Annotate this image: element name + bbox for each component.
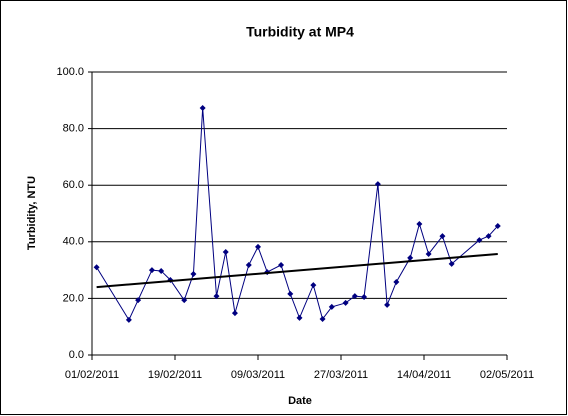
data-point	[245, 262, 252, 269]
x-tick-label: 02/05/2011	[480, 369, 534, 381]
data-point	[296, 314, 303, 321]
data-point	[222, 248, 229, 255]
data-point	[199, 104, 206, 111]
data-point	[310, 282, 317, 289]
x-tick-label: 01/02/2011	[65, 369, 119, 381]
data-point	[328, 303, 335, 310]
chart-title: Turbidity at MP4	[246, 24, 354, 40]
x-tick-label: 19/02/2011	[148, 369, 202, 381]
data-point	[361, 293, 368, 300]
data-point	[448, 260, 455, 267]
y-tick-label: 40.0	[63, 236, 84, 248]
data-point	[439, 233, 446, 240]
data-point	[181, 297, 188, 304]
data-point	[425, 250, 432, 257]
y-tick-label: 0.0	[69, 349, 84, 361]
x-tick-label: 27/03/2011	[314, 369, 368, 381]
data-point	[407, 254, 414, 261]
x-tick-label: 09/03/2011	[231, 369, 285, 381]
data-point	[319, 316, 326, 323]
data-point	[190, 271, 197, 278]
data-point	[135, 297, 142, 304]
trendline	[96, 252, 498, 289]
data-point	[287, 290, 294, 297]
y-tick-label: 60.0	[63, 179, 84, 191]
data-point	[393, 278, 400, 285]
y-axis-title: Turbidity, NTU	[26, 176, 38, 250]
data-point	[476, 237, 483, 244]
x-tick-label: 14/04/2011	[397, 369, 451, 381]
data-point	[485, 233, 492, 240]
data-point	[158, 267, 165, 274]
y-tick-label: 80.0	[63, 123, 84, 135]
data-point	[231, 310, 238, 317]
x-axis-title: Date	[288, 395, 312, 407]
data-point	[494, 222, 501, 229]
data-point	[351, 293, 358, 300]
data-point	[213, 293, 220, 300]
data-point	[255, 243, 261, 250]
data-point	[125, 316, 132, 323]
data-point	[278, 262, 285, 269]
y-tick-label: 100.0	[56, 66, 84, 78]
data-point	[342, 299, 349, 306]
data-point	[416, 220, 423, 227]
data-point	[148, 267, 155, 274]
y-tick-label: 20.0	[63, 292, 84, 304]
data-point	[384, 301, 391, 308]
data-point	[93, 264, 100, 271]
data-point	[374, 181, 381, 188]
